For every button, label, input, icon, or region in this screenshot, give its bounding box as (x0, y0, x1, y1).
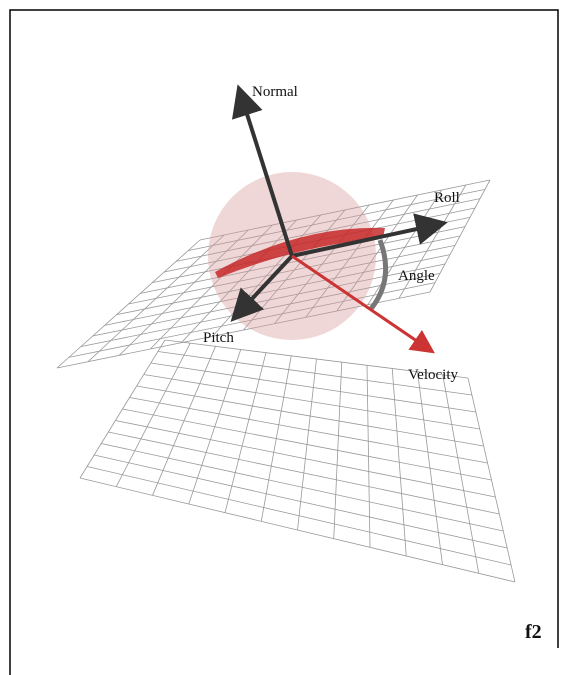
grid-line (101, 443, 504, 532)
label: Roll (434, 190, 460, 206)
velocity-arrow (291, 254, 435, 354)
frame (9, 9, 559, 675)
grid-line (391, 368, 407, 557)
grid-line (442, 374, 480, 574)
grid-line (94, 454, 508, 549)
grid-line (86, 466, 512, 566)
lower-plane (79, 339, 516, 583)
disc (215, 227, 385, 278)
grid-line (122, 408, 492, 481)
normal-arrow (232, 84, 294, 257)
label: Pitch (203, 330, 234, 346)
grid-line (429, 179, 491, 293)
grid-line (467, 377, 516, 583)
grid-line (367, 189, 443, 305)
grid-line (108, 431, 500, 515)
grid-line (56, 291, 431, 369)
roll-arrow (291, 213, 448, 258)
grid-line (417, 371, 443, 565)
angle-arc (368, 239, 389, 312)
label: Velocity (408, 367, 458, 383)
pitch-arrow (230, 254, 294, 322)
label: Angle (398, 268, 435, 284)
grid-line (79, 477, 516, 583)
grid-line (333, 362, 343, 539)
label: Normal (252, 84, 298, 100)
figure-id: f2 (525, 621, 542, 643)
